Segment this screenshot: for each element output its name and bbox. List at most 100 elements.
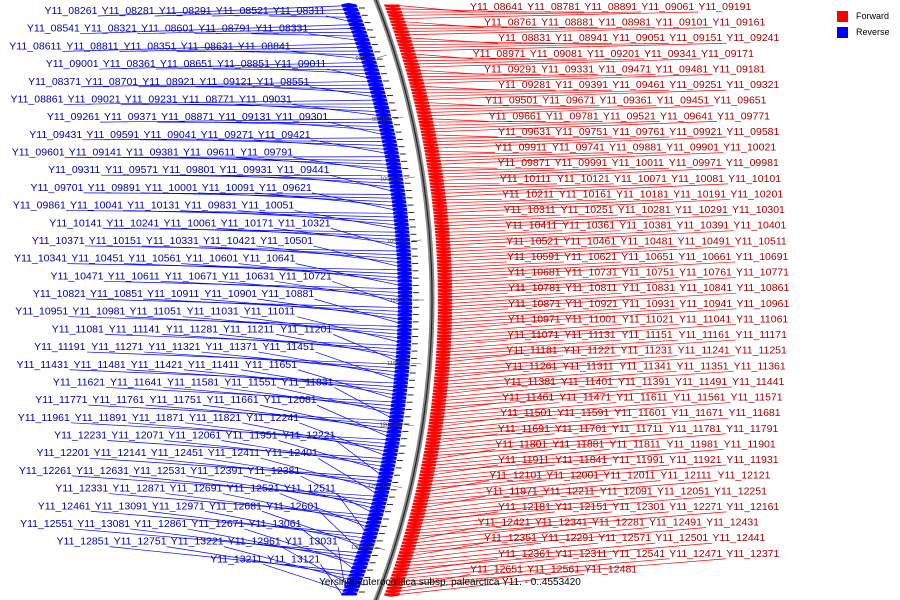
reverse-gene-label: Y11_12871: [112, 483, 165, 495]
forward-gene-arrow: [398, 551, 415, 555]
forward-gene-arrow: [398, 46, 415, 51]
reverse-callout-line: [63, 99, 373, 105]
forward-callout-line: [431, 464, 727, 488]
forward-gene-arrow: [417, 114, 433, 118]
reverse-callout-line: [296, 316, 398, 342]
reverse-callout-line: [97, 5, 342, 17]
reverse-gene-label: Y11_08361: [103, 58, 156, 70]
reverse-gene-label: Y11_08551: [257, 76, 310, 88]
forward-callout-line: [449, 230, 620, 239]
forward-callout-line: [449, 230, 563, 236]
forward-gene-arrow: [426, 162, 442, 167]
forward-gene-label: Y11_09981: [726, 157, 779, 169]
tick-label: 1050 kbp: [387, 239, 410, 245]
forward-gene-arrow: [403, 534, 420, 539]
reverse-gene-arrow: [397, 297, 413, 302]
forward-gene-arrow: [433, 211, 448, 216]
forward-callout-line: [451, 277, 679, 291]
legend-forward-label: Forward: [856, 11, 890, 21]
reverse-gene-arrow: [348, 21, 365, 27]
tick-label: 1250 kbp: [368, 484, 391, 490]
forward-gene-label: Y11_10011: [612, 157, 664, 169]
forward-gene-arrow: [437, 282, 453, 287]
reverse-gene-label: Y11_11371: [205, 341, 257, 353]
reverse-gene-label: Y11_09031: [239, 93, 292, 105]
reverse-gene-label: Y11_11211: [223, 323, 275, 335]
forward-gene-label: Y11_10121: [557, 173, 610, 185]
tick-label: 950 kbp: [372, 117, 392, 123]
forward-gene-label: Y11_12541: [612, 548, 665, 560]
reverse-gene-arrow: [397, 327, 412, 332]
reverse-gene-arrow: [377, 474, 393, 479]
forward-callout-line: [437, 136, 613, 142]
forward-callout-line: [447, 199, 731, 214]
forward-callout-line: [441, 417, 672, 437]
forward-gene-label: Y11_10861: [736, 282, 789, 294]
reverse-callout-line: [182, 316, 398, 335]
forward-gene-arrow: [426, 437, 441, 442]
forward-gene-arrow: [432, 205, 448, 209]
reverse-gene-arrow: [395, 361, 410, 366]
reverse-gene-arrow: [390, 406, 405, 411]
reverse-gene-arrow: [381, 455, 397, 460]
reverse-gene-label: Y11_08871: [161, 111, 214, 123]
reverse-gene-arrow: [391, 395, 407, 400]
reverse-gene-label: Y11_10501: [260, 235, 313, 247]
forward-gene-arrow: [437, 318, 452, 322]
forward-gene-label: Y11_09101: [655, 17, 708, 29]
reverse-gene-label: Y11_09141: [69, 147, 122, 159]
forward-gene-label: Y11_10521: [506, 235, 559, 247]
forward-gene-arrow: [426, 434, 442, 439]
reverse-gene-arrow: [365, 74, 382, 79]
reverse-gene-arrow: [386, 428, 402, 434]
reverse-gene-arrow: [363, 67, 380, 72]
reverse-gene-arrow: [358, 51, 375, 57]
forward-swatch: [837, 10, 848, 22]
forward-gene-arrow: [422, 140, 438, 144]
forward-gene-arrow: [404, 531, 421, 536]
reverse-gene-label: Y11_13121: [267, 553, 320, 565]
forward-gene-label: Y11_10771: [736, 267, 789, 279]
forward-callout-line: [451, 261, 679, 275]
reverse-callout-line: [137, 28, 351, 35]
reverse-gene-arrow: [380, 134, 397, 140]
forward-gene-arrow: [430, 185, 445, 190]
forward-callout-line: [446, 199, 617, 207]
forward-gene-arrow: [401, 56, 418, 60]
reverse-gene-label: Y11_12601: [266, 500, 319, 512]
forward-gene-label: Y11_08971: [473, 48, 526, 60]
forward-gene-arrow: [436, 347, 451, 351]
forward-gene-label: Y11_10931: [622, 298, 675, 310]
forward-gene-arrow: [432, 392, 448, 397]
reverse-callout-line: [259, 404, 388, 433]
reverse-gene-label: Y11_12751: [114, 536, 167, 548]
forward-callout-line: [440, 152, 610, 159]
reverse-callout-line: [62, 43, 356, 52]
reverse-gene-arrow: [346, 17, 364, 23]
forward-gene-arrow: [386, 586, 403, 591]
reverse-gene-label: Y11_12141: [94, 447, 147, 459]
forward-callout-line: [431, 105, 657, 113]
reverse-gene-arrow: [397, 270, 412, 276]
reverse-gene-arrow: [366, 515, 383, 521]
forward-gene-arrow: [420, 130, 436, 135]
reverse-callout-line: [311, 192, 393, 210]
forward-callout-line: [408, 27, 656, 32]
reverse-callout-line: [140, 192, 392, 199]
forward-gene-arrow: [427, 431, 442, 436]
forward-callout-line: [442, 167, 555, 171]
reverse-callout-line: [187, 528, 355, 561]
tick-label: 1100 kbp: [390, 298, 412, 304]
reverse-gene-label: Y11_09791: [240, 147, 293, 159]
forward-callout-line: [438, 433, 613, 450]
reverse-gene-label: Y11_08371: [28, 76, 81, 88]
forward-callout-line: [451, 261, 565, 268]
reverse-gene-arrow: [345, 579, 362, 585]
forward-gene-arrow: [435, 353, 451, 358]
reverse-gene-arrow: [389, 180, 404, 185]
forward-gene-label: Y11_11691: [498, 423, 550, 435]
forward-callout-line: [436, 136, 556, 139]
forward-gene-label: Y11_09281: [498, 79, 551, 91]
forward-callout-line: [451, 292, 508, 298]
forward-gene-arrow: [437, 315, 453, 319]
